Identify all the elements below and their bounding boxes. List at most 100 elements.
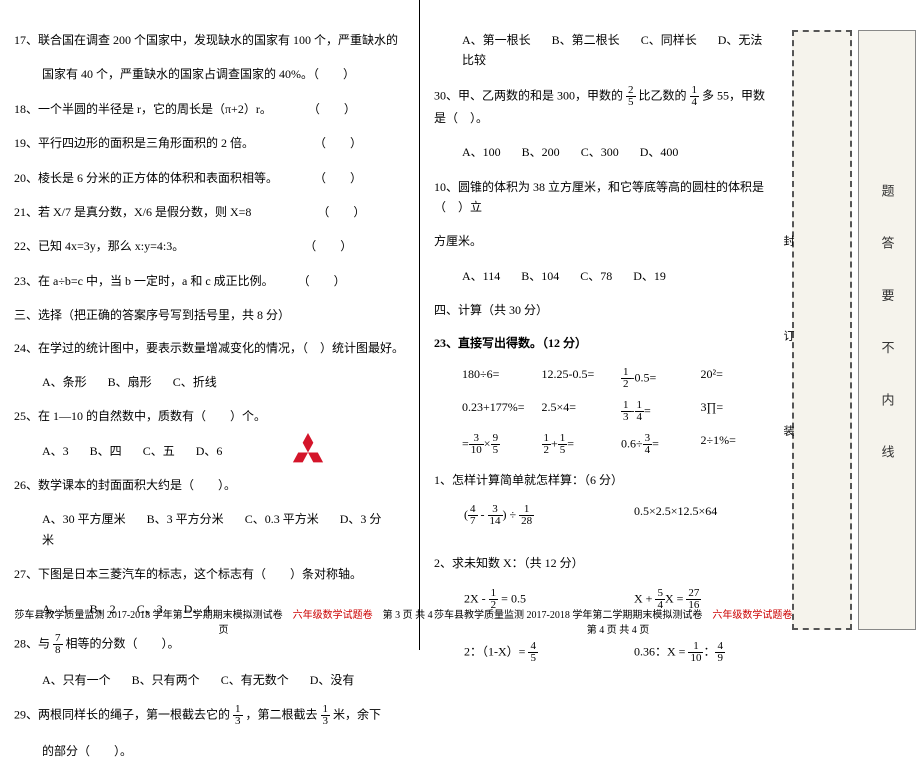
q26-options: A、30 平方厘米 B、3 平方分米 C、0.3 平方米 D、3 分米 xyxy=(14,509,405,550)
q23: 23、在 a÷b=c 中，当 b 一定时，a 和 c 成正比例。 （ ） xyxy=(14,271,405,291)
opt-c: C、0.3 平方米 xyxy=(245,512,319,526)
footer-prefix: 莎车县教学质量监测 2017-2018 学年第二学期期末模拟测试卷 xyxy=(14,610,292,621)
q10b: 方厘米。 xyxy=(434,231,774,251)
opt-a: A、100 xyxy=(462,145,501,159)
opt-b: B、四 xyxy=(90,444,122,458)
q22: 22、已知 4x=3y，那么 x:y=4:3。 （ ） xyxy=(14,236,405,256)
footer-right: 莎车县教学质量监测 2017-2018 学年第二学期期末模拟测试卷 六年级数学试… xyxy=(434,606,802,636)
q30-b: 比乙数的 xyxy=(639,88,687,102)
q23r: 23、直接写出得数。（12 分） xyxy=(434,333,774,353)
calc-cell: 2÷1%= xyxy=(701,433,775,456)
q17-cont: 国家有 40 个，严重缺水的国家占调查国家的 40%。（ ） xyxy=(14,64,405,84)
p1: 1、怎样计算简单就怎样算：（6 分） xyxy=(434,470,774,490)
p2d: 0.36：X = 110：49 xyxy=(634,641,774,664)
calc-cell: 12+15= xyxy=(542,433,616,456)
q10: 10、圆锥的体积为 38 立方厘米，和它等底等高的圆柱的体积是（ ）立 xyxy=(434,177,774,218)
p2-grid2: 2：（1-X）= 45 0.36：X = 110：49 xyxy=(434,641,774,664)
frac-7-8: 78 xyxy=(53,633,63,656)
q30: 30、甲、乙两数的和是 300，甲数的 25 比乙数的 14 多 55，甲数是（… xyxy=(434,85,774,128)
p1-grid: (47 - 314) ÷ 128 0.5×2.5×12.5×64 xyxy=(434,504,774,527)
opt-a: A、114 xyxy=(462,269,500,283)
calc-cell: 12-0.5= xyxy=(621,367,695,390)
p1a: (47 - 314) ÷ 128 xyxy=(464,504,604,527)
strip-text: 题 答 要 不 内 线 xyxy=(878,184,897,476)
opt-b: B、第二根长 xyxy=(552,33,620,47)
q25-options: A、3 B、四 C、五 D、6 xyxy=(14,441,405,461)
footer-red: 六年级数学试题卷 xyxy=(293,610,373,621)
binding-strip: 封 订 装 题 答 要 不 内 线 xyxy=(788,0,920,650)
q17: 17、联合国在调查 200 个国家中，发现缺水的国家有 100 个，严重缺水的 xyxy=(14,30,405,50)
calc-cell: 0.23+177%= xyxy=(462,400,536,423)
opt-c: C、折线 xyxy=(173,375,217,389)
calc-cell: 13-14= xyxy=(621,400,695,423)
q29-c: 米，余下 xyxy=(333,708,381,722)
calc-cell: 12.25-0.5= xyxy=(542,367,616,390)
p2: 2、求未知数 X：（共 12 分） xyxy=(434,553,774,573)
opt-b: B、104 xyxy=(521,269,559,283)
q20: 20、棱长是 6 分米的正方体的体积和表面积相等。 （ ） xyxy=(14,168,405,188)
q28-a: 28、与 xyxy=(14,636,50,650)
exam-page: 17、联合国在调查 200 个国家中，发现缺水的国家有 100 个，严重缺水的 … xyxy=(0,0,920,650)
q29-d: 的部分（ ）。 xyxy=(14,741,405,761)
footer-prefix: 莎车县教学质量监测 2017-2018 学年第二学期期末模拟测试卷 xyxy=(434,610,712,621)
q24-options: A、条形 B、扇形 C、折线 xyxy=(14,372,405,392)
q28-b: 相等的分数（ ）。 xyxy=(66,636,180,650)
opt-c: C、五 xyxy=(143,444,175,458)
opt-b: B、200 xyxy=(522,145,560,159)
q29-b: ，第二根截去 xyxy=(246,708,318,722)
strip-outer: 封 订 装 xyxy=(792,30,852,630)
q29-a: 29、两根同样长的绳子，第一根截去它的 xyxy=(14,708,230,722)
opt-b: B、扇形 xyxy=(108,375,152,389)
opt-b: B、只有两个 xyxy=(132,673,200,687)
section-4-title: 四、计算（共 30 分） xyxy=(434,300,774,320)
left-column: 17、联合国在调查 200 个国家中，发现缺水的国家有 100 个，严重缺水的 … xyxy=(0,0,420,650)
calc-cell: 2.5×4= xyxy=(542,400,616,423)
strip-label: 封 xyxy=(780,235,796,246)
frac-1-3: 13 xyxy=(233,704,243,727)
q18: 18、一个半圆的半径是 r，它的周长是（π+2）r。 （ ） xyxy=(14,99,405,119)
q21: 21、若 X/7 是真分数，X/6 是假分数，则 X=8 （ ） xyxy=(14,202,405,222)
opt-c: C、300 xyxy=(581,145,619,159)
footer-red: 六年级数学试题卷 xyxy=(712,610,792,621)
frac-1-4: 14 xyxy=(690,85,700,108)
calc-cell: 180÷6= xyxy=(462,367,536,390)
opt-a: A、3 xyxy=(42,444,69,458)
frac-1-3: 13 xyxy=(321,704,331,727)
opt-a: A、条形 xyxy=(42,375,87,389)
q24: 24、在学过的统计图中，要表示数量增减变化的情况，（ ）统计图最好。 xyxy=(14,338,405,358)
opt-d: D、6 xyxy=(196,444,223,458)
p1b: 0.5×2.5×12.5×64 xyxy=(634,504,774,527)
p2c: 2：（1-X）= 45 xyxy=(464,641,604,664)
q30-a: 30、甲、乙两数的和是 300，甲数的 xyxy=(434,88,623,102)
mitsubishi-logo-icon xyxy=(285,433,331,473)
opt-b: B、3 平方分米 xyxy=(147,512,224,526)
opt-a: A、只有一个 xyxy=(42,673,111,687)
q28: 28、与 78 相等的分数（ ）。 xyxy=(14,633,405,656)
calc-cell: 20²= xyxy=(701,367,775,390)
q29: 29、两根同样长的绳子，第一根截去它的 13 ，第二根截去 13 米，余下 xyxy=(14,704,405,727)
q28-options: A、只有一个 B、只有两个 C、有无数个 D、没有 xyxy=(14,670,405,690)
calc-cell: =310×95 xyxy=(462,433,536,456)
opt-d: D、没有 xyxy=(310,673,355,687)
opt-c: C、同样长 xyxy=(641,33,697,47)
opt-d: D、19 xyxy=(633,269,666,283)
footer-left: 莎车县教学质量监测 2017-2018 学年第二学期期末模拟测试卷 六年级数学试… xyxy=(14,606,433,636)
strip-label: 装 xyxy=(780,425,796,436)
q19: 19、平行四边形的面积是三角形面积的 2 倍。 （ ） xyxy=(14,133,405,153)
calc-grid: 180÷6= 12.25-0.5= 12-0.5= 20²= 0.23+177%… xyxy=(434,367,774,456)
frac-2-5: 25 xyxy=(626,85,636,108)
q26: 26、数学课本的封面面积大约是（ ）。 xyxy=(14,475,405,495)
q29-options: A、第一根长 B、第二根长 C、同样长 D、无法比较 xyxy=(434,30,774,71)
opt-a: A、第一根长 xyxy=(462,33,531,47)
q27: 27、下图是日本三菱汽车的标志，这个标志有（ ）条对称轴。 xyxy=(14,564,405,584)
calc-cell: 0.6÷34= xyxy=(621,433,695,456)
opt-c: C、78 xyxy=(580,269,612,283)
calc-cell: 3∏= xyxy=(701,400,775,423)
opt-a: A、30 平方厘米 xyxy=(42,512,126,526)
section-3-title: 三、选择（把正确的答案序号写到括号里，共 8 分） xyxy=(14,305,405,325)
q10-options: A、114 B、104 C、78 D、19 xyxy=(434,266,774,286)
q25: 25、在 1—10 的自然数中，质数有（ ）个。 xyxy=(14,406,405,426)
q30-options: A、100 B、200 C、300 D、400 xyxy=(434,142,774,162)
opt-d: D、400 xyxy=(640,145,679,159)
right-column: A、第一根长 B、第二根长 C、同样长 D、无法比较 30、甲、乙两数的和是 3… xyxy=(420,0,788,650)
